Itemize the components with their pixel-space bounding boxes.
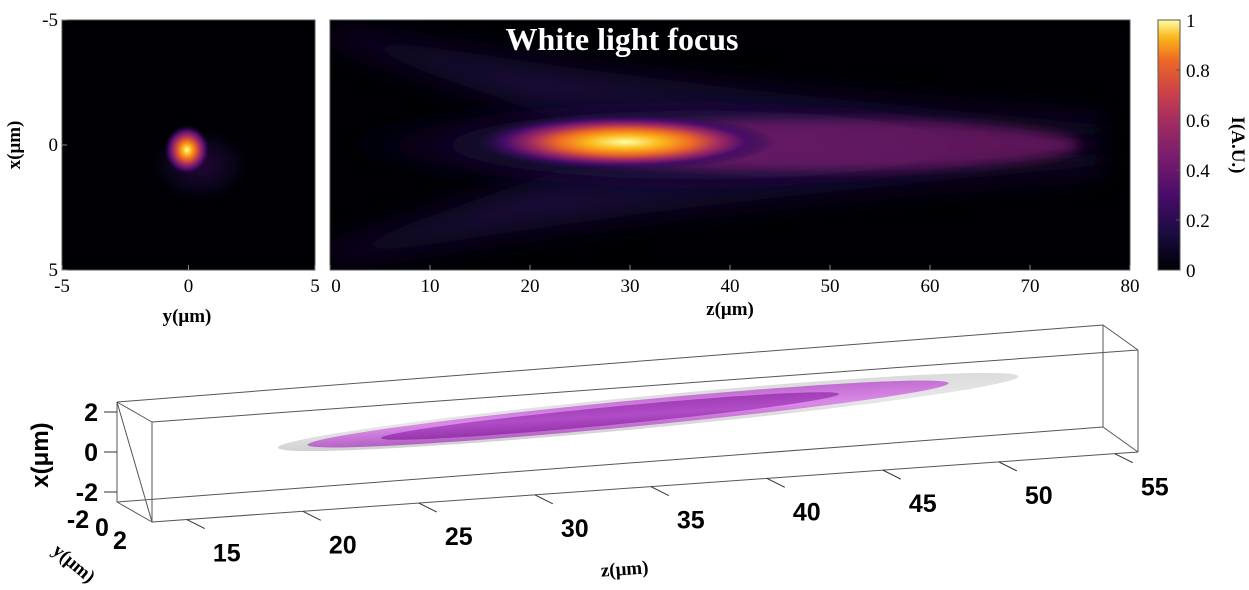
colorbar-tick-label: 0.6 bbox=[1186, 111, 1210, 132]
z-tick-label-3d: 20 bbox=[329, 531, 357, 559]
x-tick-label-3d: 2 bbox=[84, 399, 98, 427]
transverse-heatmap: -5 0 5-505 y(μm) x(μm) bbox=[4, 10, 320, 327]
longitudinal-xtick-label: 20 bbox=[521, 276, 540, 297]
y-tick-label-3d: 2 bbox=[113, 527, 127, 555]
z-tick-3d bbox=[650, 486, 670, 497]
z-tick-label-3d: 40 bbox=[793, 498, 821, 526]
transverse-ticks: -5 0 5-505 bbox=[42, 10, 320, 297]
colorbar-ticks: 0 0.2 0.4 0.6 0.8 1 bbox=[1176, 11, 1210, 282]
longitudinal-xtick-label: 70 bbox=[1021, 276, 1040, 297]
z-tick-label-3d: 45 bbox=[909, 490, 937, 518]
transverse-focal-spot bbox=[163, 124, 211, 176]
longitudinal-xtick-label: 40 bbox=[721, 276, 740, 297]
isosurfaces bbox=[277, 372, 1019, 452]
longitudinal-xtick-label: 80 bbox=[1121, 276, 1140, 297]
colorbar-label: I(A.U.) bbox=[1227, 117, 1248, 174]
longitudinal-xtick-label: 50 bbox=[821, 276, 840, 297]
transverse-xtick-label: 0 bbox=[184, 276, 194, 297]
figure-title: White light focus bbox=[506, 21, 739, 57]
longitudinal-xtick-label: 30 bbox=[621, 276, 640, 297]
transverse-ytick-label: 5 bbox=[49, 260, 59, 281]
z-ticks-3d: 15 20 25 30 35 40 45 50 55 bbox=[186, 453, 1169, 568]
colorbar-tick-label: 0.4 bbox=[1186, 161, 1210, 182]
longitudinal-heatmap: White light focus 0 10 20 30 40 50 60 70 80 z(μm… bbox=[329, 19, 1140, 320]
z-tick-label-3d: 50 bbox=[1025, 482, 1053, 510]
y-ticks-3d: -2 0 2 bbox=[67, 506, 127, 555]
transverse-xlabel: y(μm) bbox=[163, 306, 212, 327]
colorbar-gradient bbox=[1157, 19, 1181, 271]
x-tick-label-3d: 0 bbox=[84, 439, 98, 467]
longitudinal-focus-core bbox=[475, 114, 775, 170]
z-tick-label-3d: 15 bbox=[213, 540, 241, 568]
transverse-xtick-label: -5 bbox=[54, 276, 70, 297]
colorbar-tick-label: 0.8 bbox=[1186, 61, 1210, 82]
y-tick-label-3d: -2 bbox=[67, 506, 89, 534]
longitudinal-xtick-label: 0 bbox=[331, 276, 341, 297]
longitudinal-xlabel: z(μm) bbox=[706, 299, 754, 320]
z-tick-3d bbox=[882, 469, 902, 480]
longitudinal-xtick-label: 10 bbox=[421, 276, 440, 297]
isosurface-xlabel: x(μm) bbox=[27, 422, 54, 487]
z-tick-label-3d: 35 bbox=[677, 507, 705, 535]
transverse-xtick-label: 5 bbox=[310, 276, 320, 297]
z-tick-label-3d: 55 bbox=[1141, 474, 1169, 502]
x-ticks-3d: 2 0 -2 bbox=[76, 399, 117, 507]
z-tick-3d bbox=[534, 494, 554, 505]
longitudinal-ticks: 0 10 20 30 40 50 60 70 80 bbox=[329, 265, 1140, 297]
colorbar-tick-label: 0.2 bbox=[1186, 211, 1210, 232]
isosurface-inner bbox=[381, 392, 839, 440]
isosurface-box bbox=[116, 324, 1139, 523]
isosurface-ylabel: y(μm) bbox=[48, 540, 99, 587]
colorbar-tick-label: 1 bbox=[1186, 11, 1196, 32]
colorbar: 0 0.2 0.4 0.6 0.8 1 I(A.U.) bbox=[1157, 11, 1248, 282]
transverse-ylabel: x(μm) bbox=[4, 121, 25, 170]
z-tick-3d bbox=[302, 510, 322, 521]
transverse-ytick-label: -5 bbox=[42, 10, 58, 31]
transverse-ytick-label: 0 bbox=[49, 135, 59, 156]
isosurface-3d-plot: 15 20 25 30 35 40 45 50 55 20-2 -2 0 2 z(μm) x(μm)… bbox=[27, 324, 1169, 588]
z-tick-3d bbox=[998, 461, 1018, 472]
z-tick-label-3d: 30 bbox=[561, 515, 589, 543]
z-tick-3d bbox=[1114, 453, 1134, 464]
y-tick-label-3d: 0 bbox=[95, 514, 109, 542]
isosurface-zlabel: z(μm) bbox=[600, 557, 649, 581]
z-tick-3d bbox=[418, 502, 438, 513]
z-tick-label-3d: 25 bbox=[445, 523, 473, 551]
z-tick-3d bbox=[186, 519, 206, 529]
longitudinal-xtick-label: 60 bbox=[921, 276, 940, 297]
colorbar-tick-label: 0 bbox=[1186, 261, 1196, 282]
x-tick-label-3d: -2 bbox=[76, 479, 98, 507]
z-tick-3d bbox=[766, 477, 786, 488]
